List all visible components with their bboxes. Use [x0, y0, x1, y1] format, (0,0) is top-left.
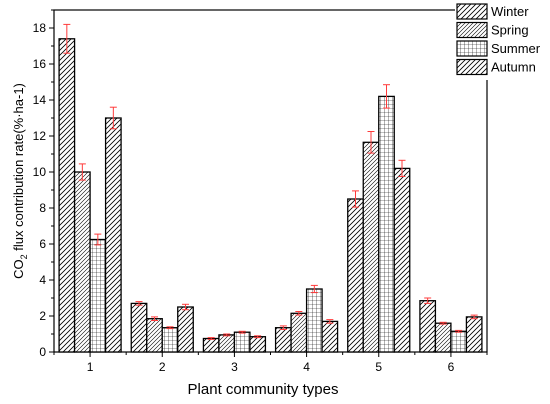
x-tick-label: 4	[303, 360, 310, 374]
y-tick-label: 14	[33, 93, 47, 107]
y-tick-label: 18	[33, 21, 47, 35]
error-bar-summer-type-6	[455, 329, 463, 333]
bar-winter-type-5	[347, 198, 364, 353]
bar-autumn-type-1	[104, 117, 122, 353]
x-tick-label: 6	[448, 360, 455, 374]
bar-summer-type-1	[89, 238, 107, 353]
bar-autumn-type-2	[177, 306, 194, 353]
error-bar-winter-type-3	[207, 337, 215, 340]
y-tick-label: 16	[33, 57, 47, 71]
y-tick-label: 6	[39, 237, 46, 251]
y-axis-title-suffix: flux contribution rate(%·ha-1)	[11, 83, 26, 254]
bar-summer-type-2	[161, 327, 179, 353]
error-bar-autumn-type-6	[470, 314, 478, 320]
x-axis-title: Plant community types	[188, 381, 339, 398]
bar-spring-type-6	[434, 322, 452, 353]
x-tick-label: 5	[375, 360, 382, 374]
bar-spring-type-1	[73, 171, 91, 353]
bar-winter-type-3	[202, 337, 220, 353]
error-bar-spring-type-6	[439, 321, 447, 325]
legend-label-autumn: Autumn	[491, 60, 536, 75]
legend-label-spring: Spring	[491, 23, 529, 38]
error-bar-spring-type-4	[295, 311, 303, 316]
error-bar-autumn-type-4	[326, 319, 334, 324]
bar-summer-type-5	[378, 95, 395, 353]
y-tick-label: 4	[39, 273, 46, 287]
bar-spring-type-3	[218, 334, 236, 353]
error-bar-winter-type-4	[279, 325, 287, 330]
y-axis-title-subscript: 2	[19, 254, 29, 259]
bar-summer-type-6	[450, 330, 468, 353]
error-bar-spring-type-2	[151, 316, 158, 321]
bar-autumn-type-6	[465, 316, 483, 353]
y-axis-title: CO2 flux contribution rate(%·ha-1)	[11, 83, 29, 279]
error-bar-winter-type-1	[63, 23, 71, 54]
error-bar-spring-type-3	[223, 333, 231, 337]
legend: Winter Spring Summer Autumn	[455, 2, 547, 80]
bar-winter-type-4	[274, 327, 292, 353]
bar-winter-type-2	[130, 302, 148, 353]
error-bar-summer-type-3	[238, 330, 246, 334]
legend-swatch-autumn	[456, 58, 488, 76]
bar-autumn-type-3	[249, 336, 267, 353]
y-tick-label: 2	[39, 309, 46, 323]
error-bar-winter-type-6	[424, 297, 432, 304]
legend-swatch-winter	[456, 3, 488, 20]
x-tick-label: 3	[231, 360, 238, 374]
error-bar-autumn-type-5	[398, 159, 406, 177]
x-tick-label: 2	[159, 360, 166, 374]
y-tick-label: 8	[39, 201, 46, 215]
error-bar-autumn-type-1	[109, 106, 117, 130]
y-tick-label: 12	[33, 129, 47, 143]
error-bar-winter-type-2	[135, 301, 143, 306]
bar-spring-type-4	[290, 312, 308, 353]
error-bar-autumn-type-2	[182, 303, 189, 311]
error-bar-summer-type-2	[166, 326, 174, 330]
bar-spring-type-5	[362, 141, 380, 353]
legend-label-winter: Winter	[491, 4, 529, 19]
legend-label-summer: Summer	[491, 41, 541, 56]
error-bar-winter-type-5	[352, 190, 359, 208]
error-bar-spring-type-1	[78, 163, 86, 181]
bar-spring-type-2	[146, 318, 163, 353]
bar-autumn-type-4	[321, 320, 339, 353]
error-bar-summer-type-1	[94, 233, 102, 246]
y-tick-label: 10	[33, 165, 47, 179]
legend-swatch-spring	[456, 21, 488, 39]
bar-winter-type-6	[419, 300, 437, 353]
bar-autumn-type-5	[393, 167, 411, 353]
legend-swatch-summer	[456, 40, 488, 57]
error-bar-summer-type-5	[383, 84, 390, 109]
y-axis-title-prefix: CO	[11, 259, 26, 279]
error-bar-autumn-type-3	[254, 335, 262, 339]
error-bar-spring-type-5	[367, 131, 375, 154]
error-bar-summer-type-4	[310, 284, 318, 294]
bar-summer-type-3	[233, 331, 251, 353]
bar-summer-type-4	[305, 288, 323, 353]
x-tick-label: 1	[87, 360, 94, 374]
bar-winter-type-1	[58, 38, 76, 353]
y-tick-label: 0	[39, 345, 46, 359]
